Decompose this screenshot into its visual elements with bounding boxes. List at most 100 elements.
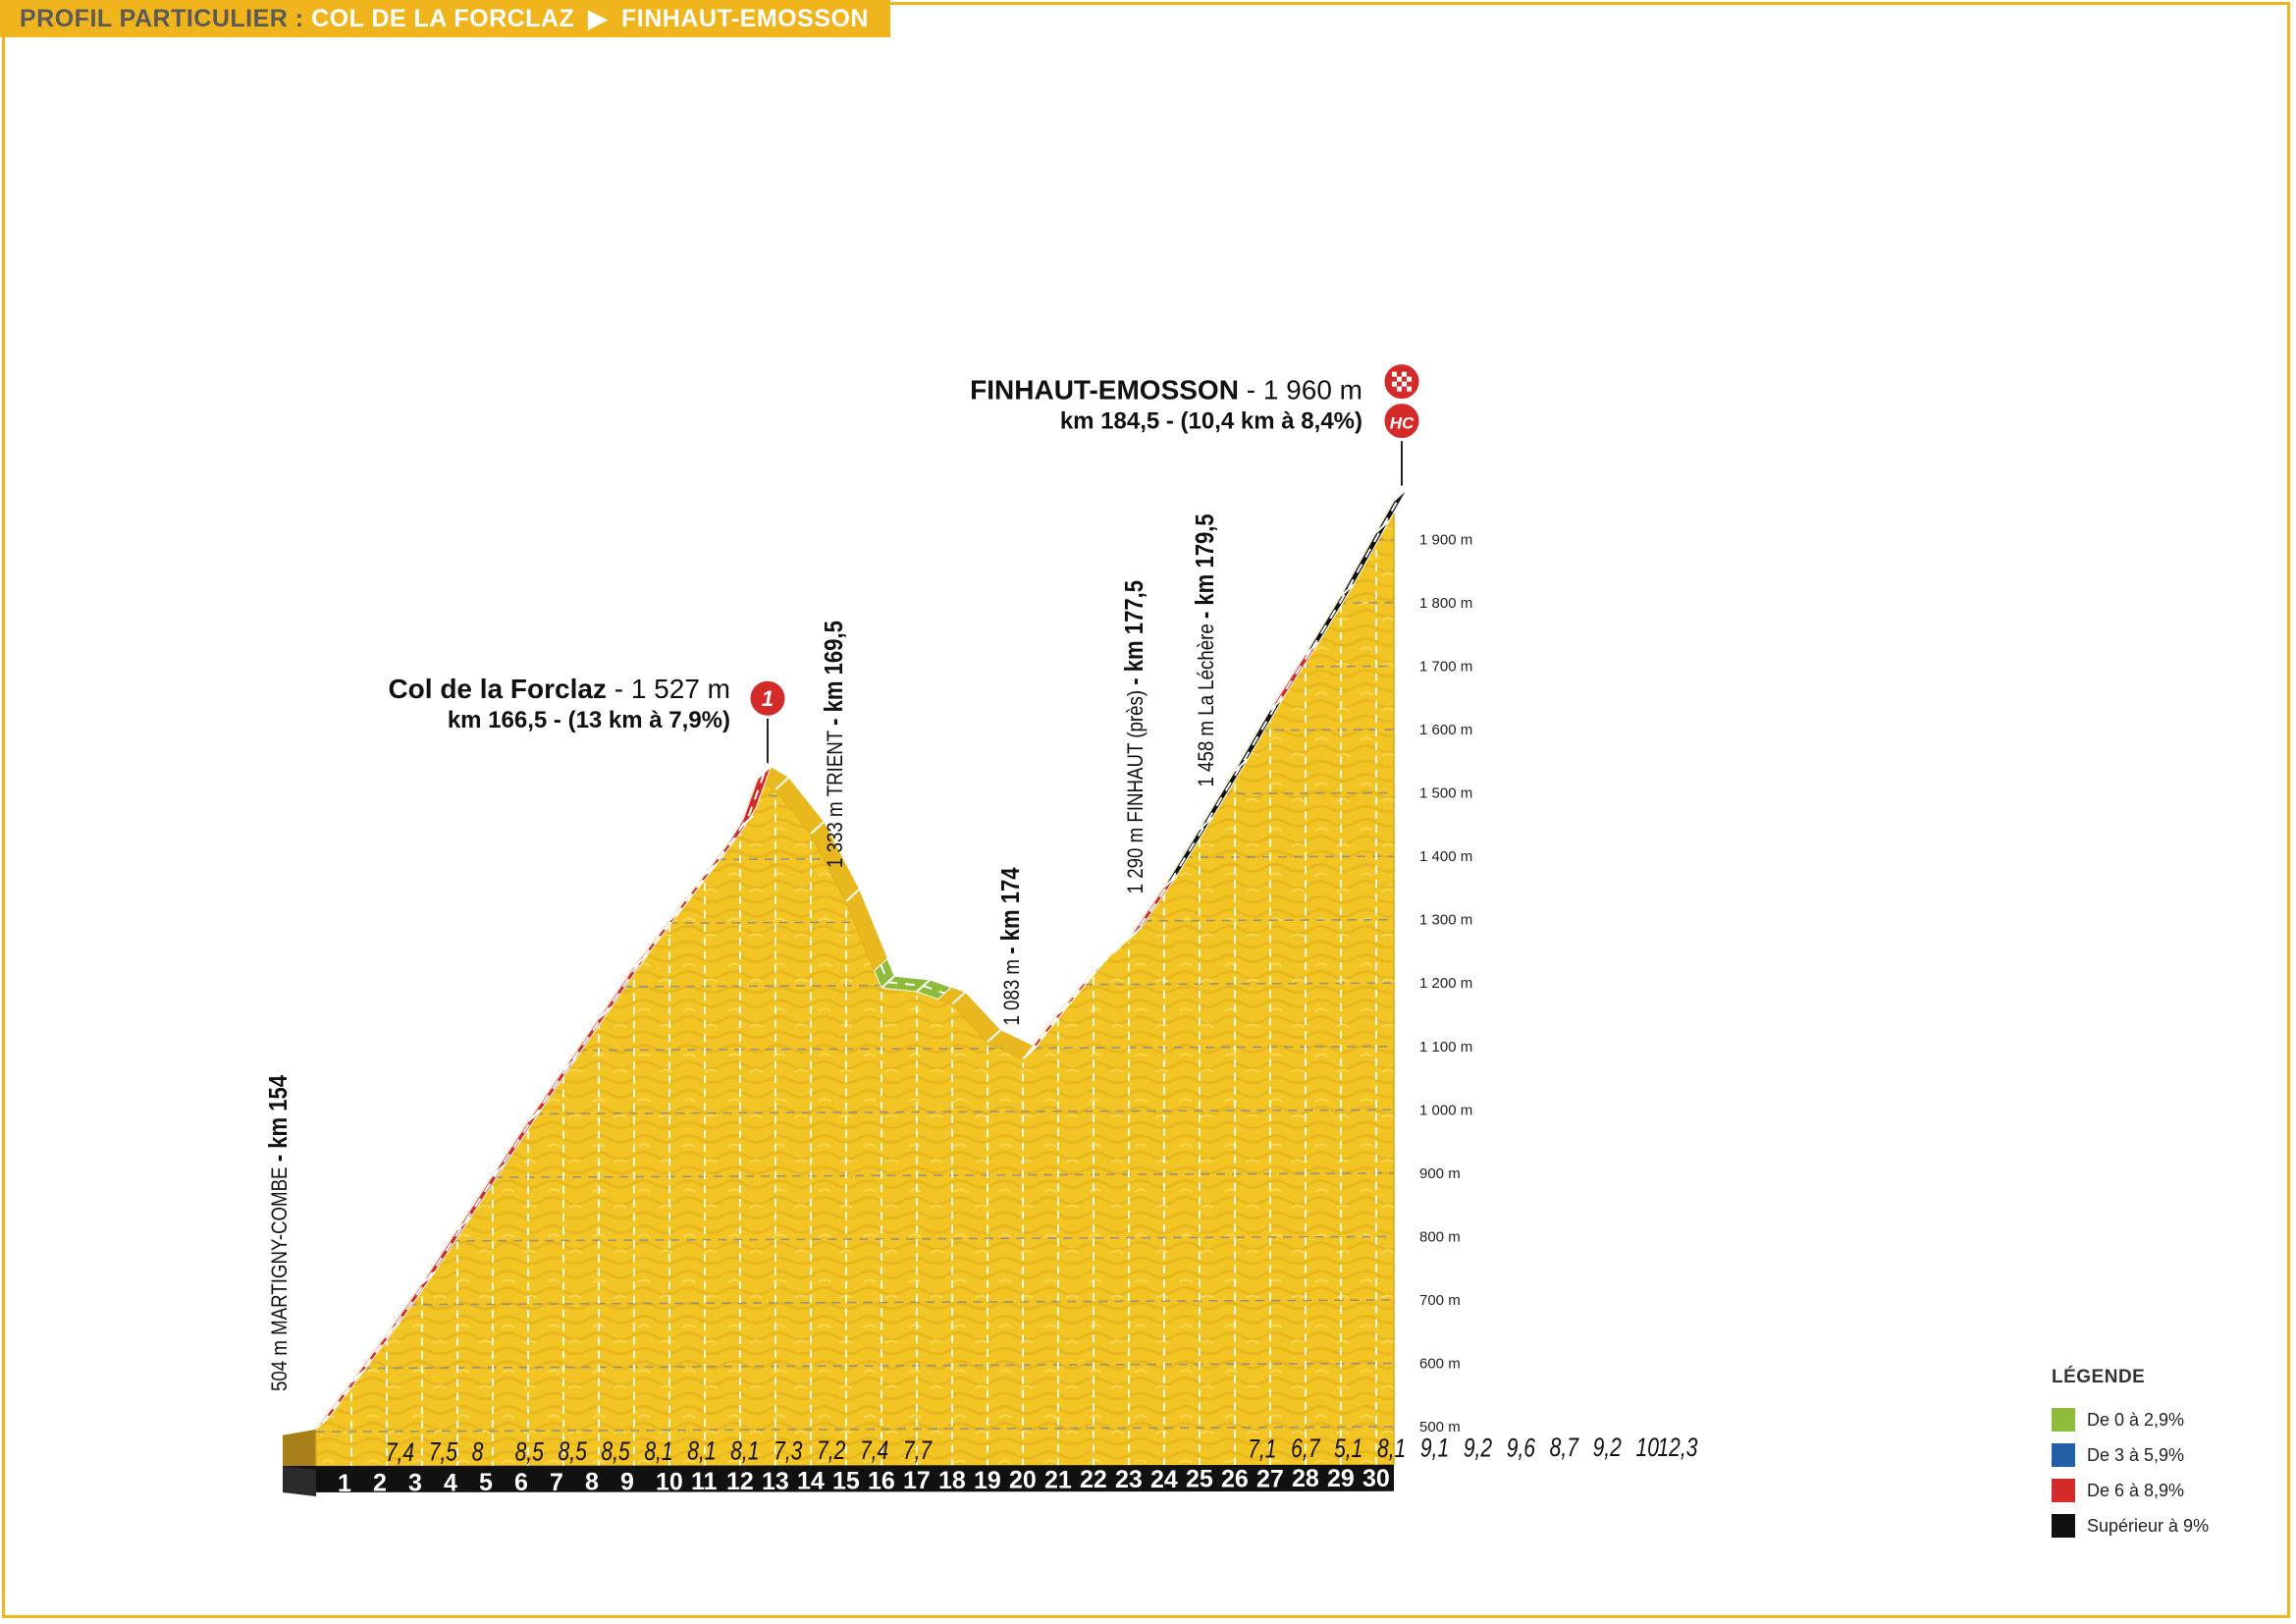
km-label: 14 bbox=[797, 1468, 825, 1495]
summit-category: HC bbox=[1390, 414, 1415, 433]
altitude-gridline bbox=[718, 858, 826, 861]
road-centre-line bbox=[321, 772, 766, 1425]
km-label: 6 bbox=[514, 1469, 528, 1496]
road-km-tick bbox=[350, 1369, 365, 1383]
summit-title: Col de la Forclaz - 1 527 m bbox=[388, 674, 730, 704]
finish-flag-check bbox=[1392, 381, 1397, 387]
km-label: 11 bbox=[691, 1468, 718, 1495]
legend-title: LÉGENDE bbox=[2052, 1367, 2146, 1387]
gradient-label: 7,1 bbox=[1248, 1435, 1276, 1464]
altitude-gridline bbox=[622, 984, 882, 988]
legend-swatch bbox=[2052, 1408, 2075, 1432]
y-tick-label: 1 500 m bbox=[1419, 785, 1472, 802]
road-km-tick bbox=[1163, 874, 1178, 889]
road-km-tick bbox=[1093, 958, 1107, 972]
gradient-label: 12,3 bbox=[1657, 1433, 1697, 1462]
waypoint-altitude: 1 458 m bbox=[1196, 716, 1219, 787]
km-label: 16 bbox=[868, 1467, 895, 1494]
km-label: 22 bbox=[1080, 1466, 1107, 1493]
summit-altitude: - 1 527 m bbox=[607, 674, 730, 704]
road-km-tick bbox=[704, 862, 719, 876]
road-km-tick bbox=[492, 1163, 507, 1177]
summit-info: km 184,5 - (10,4 km à 8,4%) bbox=[1060, 408, 1362, 435]
y-tick-label: 1 300 m bbox=[1419, 912, 1472, 929]
road-centre-line bbox=[1028, 977, 1091, 1055]
km-label: 12 bbox=[726, 1468, 754, 1495]
road-segment-black bbox=[1305, 489, 1408, 656]
title-prefix: PROFIL PARTICULIER : bbox=[20, 5, 312, 32]
gradient-label: 9,1 bbox=[1420, 1434, 1449, 1463]
km-label: 5 bbox=[479, 1469, 493, 1496]
road-km-tick bbox=[386, 1322, 400, 1335]
summit-title: FINHAUT-EMOSSON - 1 960 m bbox=[970, 375, 1362, 406]
gradient-label: 9,2 bbox=[1464, 1434, 1493, 1463]
road-km-tick bbox=[951, 991, 966, 1005]
waypoint-name: MARTIGNY-COMBE bbox=[269, 1162, 293, 1335]
finish-flag-check bbox=[1397, 376, 1402, 382]
km-label: 7 bbox=[550, 1469, 563, 1496]
waypoint-altitude: 1 290 m bbox=[1125, 823, 1148, 894]
km-label: 21 bbox=[1044, 1466, 1072, 1493]
summit-info: km 166,5 - (13 km à 7,9%) bbox=[448, 707, 730, 733]
finish-flag-check bbox=[1402, 381, 1407, 387]
waypoint-km: - km 174 bbox=[996, 867, 1025, 954]
y-tick-label: 1 200 m bbox=[1419, 975, 1472, 992]
km-label: 30 bbox=[1362, 1465, 1390, 1492]
km-label: 26 bbox=[1221, 1466, 1249, 1493]
finish-flag-check bbox=[1392, 371, 1397, 377]
legend-item: De 3 à 5,9% bbox=[2052, 1437, 2209, 1473]
road-km-tick bbox=[1305, 641, 1319, 656]
altitude-gridline bbox=[1033, 1045, 1395, 1050]
legend-swatch bbox=[2052, 1443, 2075, 1467]
gradient-label: 7,3 bbox=[774, 1436, 803, 1466]
road-km-tick bbox=[845, 889, 860, 902]
altitude-gridline bbox=[494, 1172, 1395, 1179]
finish-flag-check bbox=[1397, 386, 1402, 392]
road-km-tick bbox=[1022, 1046, 1037, 1060]
waypoint-altitude: 504 m bbox=[269, 1335, 293, 1391]
km-label: 1 bbox=[338, 1470, 351, 1497]
waypoint-km: - km 154 bbox=[264, 1074, 293, 1162]
gradient-label: 8,5 bbox=[601, 1437, 630, 1467]
km-base-band bbox=[283, 1464, 1394, 1492]
km-label: 3 bbox=[408, 1469, 422, 1496]
km-label: 20 bbox=[1009, 1467, 1037, 1494]
road-km-tick bbox=[562, 1056, 577, 1071]
y-tick-label: 800 m bbox=[1419, 1228, 1461, 1245]
y-tick-label: 1 600 m bbox=[1419, 722, 1472, 738]
gradient-label: 8,5 bbox=[515, 1437, 545, 1467]
gradient-label: 8 bbox=[472, 1437, 484, 1467]
altitude-gridline bbox=[1143, 918, 1395, 922]
road-km-tick bbox=[739, 815, 754, 829]
gradient-label: 8,7 bbox=[1550, 1434, 1580, 1463]
road-centre-line bbox=[880, 964, 945, 995]
waypoint-label: 1 083 m - km 174 bbox=[996, 867, 1025, 1026]
km-label: 10 bbox=[656, 1468, 683, 1495]
altitude-gridline bbox=[451, 1235, 1395, 1242]
road-km-tick bbox=[881, 975, 895, 990]
altitude-gridline bbox=[577, 1047, 1003, 1052]
road-km-tick bbox=[1057, 1001, 1072, 1015]
km-label: 29 bbox=[1327, 1465, 1355, 1492]
waypoint-km: - km 179,5 bbox=[1191, 514, 1219, 619]
km-label: 13 bbox=[762, 1468, 789, 1495]
road-km-tick bbox=[1340, 583, 1355, 597]
profile-area bbox=[315, 498, 1395, 1471]
road-km-tick bbox=[774, 777, 789, 790]
summit-name: FINHAUT-EMOSSON bbox=[970, 375, 1239, 406]
km-label: 9 bbox=[620, 1468, 634, 1495]
altitude-gridline bbox=[315, 1426, 1395, 1434]
road-km-tick bbox=[527, 1109, 542, 1122]
y-tick-label: 1 900 m bbox=[1419, 531, 1472, 548]
road-km-tick bbox=[810, 821, 825, 835]
altitude-gridline bbox=[1258, 729, 1395, 731]
road-km-tick bbox=[1269, 697, 1284, 711]
road-km-tick bbox=[1199, 816, 1213, 831]
summit-altitude: - 1 960 m bbox=[1239, 375, 1362, 406]
y-tick-label: 1 100 m bbox=[1419, 1039, 1472, 1056]
road-km-tick bbox=[1128, 926, 1143, 940]
finish-flag-check bbox=[1407, 386, 1412, 392]
summit-badge bbox=[747, 677, 788, 719]
altitude-gridline bbox=[407, 1299, 1395, 1306]
gradient-label: 8,1 bbox=[644, 1436, 672, 1466]
